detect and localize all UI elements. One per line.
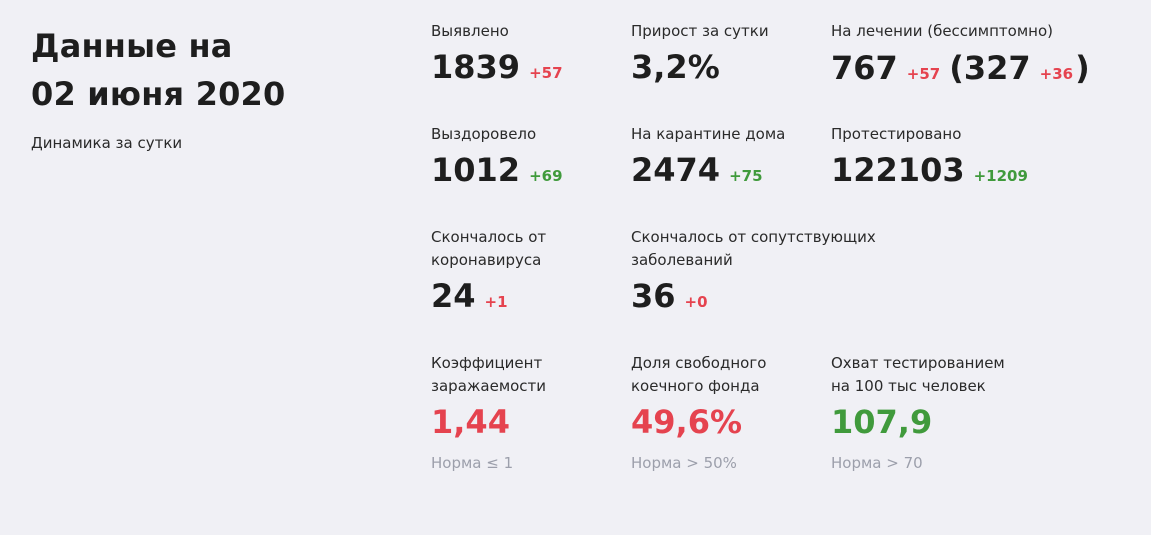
stat-value: 1,44 (431, 403, 510, 441)
stat-treatment: На лечении (бессимптомно) 767 +57 (327 +… (831, 20, 1131, 87)
open-paren: ( (949, 49, 964, 87)
title-line-1: Данные на (31, 27, 233, 65)
stat-value: 24 (431, 277, 476, 315)
stat-label: Прирост за сутки (631, 22, 769, 40)
stat-label-line-2: заражаемости (431, 377, 547, 395)
stat-value: 49,6% (631, 403, 743, 441)
stat-r-factor: Коэффициент заражаемости 1,44 Норма ≤ 1 (431, 352, 621, 472)
stat-norm: Норма ≤ 1 (431, 454, 514, 472)
stat-died-other: Скончалось от сопутствующих заболеваний … (631, 226, 911, 314)
stat-value: 2474 (631, 151, 721, 189)
stat-label: Скончалось от сопутствующих заболеваний (631, 226, 911, 272)
stat-label-line-1: Доля свободного (631, 354, 767, 372)
stat-quarantine: На карантине дома 2474 +75 (631, 123, 821, 188)
stat-label-line-1: Скончалось от (431, 228, 547, 246)
stat-label: Охват тестированием на 100 тыс человек (831, 352, 1051, 398)
stat-label: На карантине дома (631, 125, 786, 143)
stat-detected: Выявлено 1839 +57 (431, 20, 621, 85)
stat-value: 107,9 (831, 403, 933, 441)
stat-value: 1839 (431, 48, 521, 86)
stat-asymptomatic-value: 327 (963, 49, 1031, 87)
stat-label-line-1: Коэффициент (431, 354, 543, 372)
stat-label-line-2: коечного фонда (631, 377, 760, 395)
stat-coverage: Охват тестированием на 100 тыс человек 1… (831, 352, 1051, 472)
stat-label: Доля свободного коечного фонда (631, 352, 821, 398)
stat-beds: Доля свободного коечного фонда 49,6% Нор… (631, 352, 821, 472)
stat-norm: Норма > 70 (831, 454, 923, 472)
stat-delta: +57 (529, 64, 563, 82)
stat-delta: +57 (906, 65, 941, 83)
stat-label-line-1: Скончалось от сопутствующих (631, 228, 876, 246)
stat-label: Протестировано (831, 125, 962, 143)
stat-delta: +1 (484, 293, 508, 311)
close-paren: ) (1075, 49, 1090, 87)
stat-value: 1012 (431, 151, 521, 189)
stat-delta: +69 (529, 167, 563, 185)
stat-recovered: Выздоровело 1012 +69 (431, 123, 621, 188)
stat-label-line-2: на 100 тыс человек (831, 377, 986, 395)
stat-label: Выявлено (431, 22, 509, 40)
stat-asymptomatic-delta: +36 (1039, 65, 1074, 83)
stat-label: Скончалось от коронавируса (431, 226, 621, 272)
stat-value: 767 (831, 49, 898, 87)
stat-norm: Норма > 50% (631, 454, 737, 472)
stat-value: 122103 (831, 151, 965, 189)
stat-delta: +1209 (973, 167, 1028, 185)
page-title: Данные на 02 июня 2020 (31, 22, 285, 118)
stat-label: На лечении (бессимптомно) (831, 22, 1053, 40)
page-subtitle: Динамика за сутки (31, 134, 183, 152)
stat-tested: Протестировано 122103 +1209 (831, 123, 1091, 188)
stat-delta: +75 (729, 167, 763, 185)
stat-growth: Прирост за сутки 3,2% (631, 20, 821, 85)
stat-label-line-1: Охват тестированием (831, 354, 1005, 372)
stat-label: Выздоровело (431, 125, 537, 143)
stat-label: Коэффициент заражаемости (431, 352, 621, 398)
stat-label-line-2: заболеваний (631, 251, 733, 269)
stat-delta: +0 (684, 293, 708, 311)
stat-died-covid: Скончалось от коронавируса 24 +1 (431, 226, 621, 314)
title-line-2: 02 июня 2020 (31, 75, 286, 113)
stat-value: 3,2% (631, 48, 720, 86)
stat-label-line-2: коронавируса (431, 251, 542, 269)
stat-value: 36 (631, 277, 676, 315)
